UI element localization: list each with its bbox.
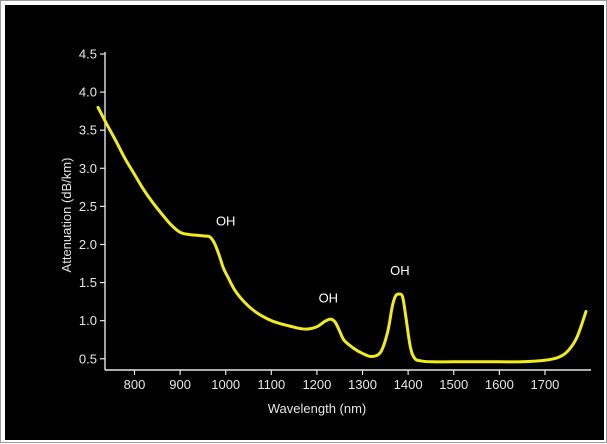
series	[96, 105, 588, 364]
y-tick-label: 4.0	[79, 85, 97, 100]
ticks: 800 900 1000 1100 1200 1300 1400 1500 1600 1700 0.…	[79, 47, 559, 393]
y-tick-label: 0.5	[79, 351, 97, 366]
y-tick-label: 2.5	[79, 199, 97, 214]
oh-peak-label: OH	[319, 290, 339, 305]
y-tick-label: 2.0	[79, 237, 97, 252]
x-tick-label: 1100	[257, 377, 285, 392]
x-tick-label: 1000	[211, 377, 240, 392]
plot-background	[5, 5, 604, 440]
y-tick-label: 3.5	[79, 123, 97, 138]
x-tick-label: 1200	[302, 377, 331, 392]
y-tick-label: 1.5	[79, 275, 97, 290]
x-tick-label: 1700	[530, 377, 559, 392]
x-tick-label: 1600	[485, 377, 514, 392]
attenuation-curve	[96, 105, 588, 364]
x-tick-label: 1400	[394, 377, 423, 392]
y-tick-label: 1.0	[79, 313, 97, 328]
y-tick-label: 3.0	[79, 161, 97, 176]
x-tick-label: 800	[124, 377, 146, 392]
y-tick-label: 4.5	[79, 47, 97, 62]
x-axis-title: Wavelength (nm)	[268, 401, 367, 416]
oh-peak-label: OH	[216, 213, 236, 228]
y-axis-title: Attenuation (dB/km)	[59, 158, 74, 273]
annotations: OH OH OH	[216, 213, 410, 305]
axes	[104, 52, 591, 371]
x-tick-label: 1500	[439, 377, 468, 392]
x-tick-label: 1300	[348, 377, 377, 392]
x-tick-label: 900	[169, 377, 191, 392]
oh-peak-label: OH	[390, 263, 410, 278]
